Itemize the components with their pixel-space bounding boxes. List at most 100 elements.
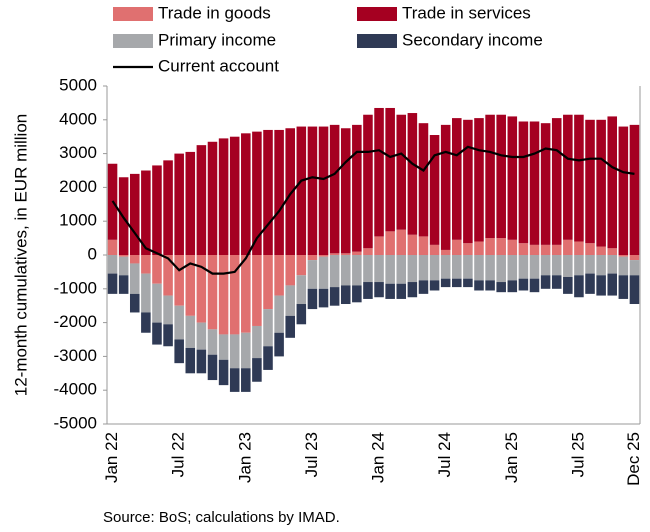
bar: [307, 288, 318, 310]
bar: [152, 322, 162, 345]
bar: [463, 278, 473, 288]
bar: [585, 119, 595, 244]
bar: [396, 283, 407, 299]
bar: [174, 153, 184, 255]
bar: [385, 283, 395, 299]
bar: [196, 255, 207, 323]
x-tick-label: Jul 25: [568, 432, 587, 477]
bar: [174, 255, 184, 306]
bar: [141, 273, 151, 313]
bar: [274, 295, 284, 333]
bar: [352, 124, 362, 252]
bar: [474, 118, 484, 242]
bar: [474, 241, 484, 255]
bar: [252, 325, 262, 359]
bar: [141, 255, 151, 274]
bar: [263, 309, 273, 347]
bar: [618, 255, 629, 257]
bar: [540, 255, 551, 276]
bar: [352, 285, 362, 303]
bar: [185, 315, 196, 348]
bar: [374, 255, 384, 283]
bar: [252, 255, 262, 326]
bar: [574, 275, 584, 298]
bar: [263, 255, 273, 310]
y-tick-label: 5000: [59, 75, 97, 94]
legend-label: Current account: [158, 56, 279, 75]
bar: [152, 283, 162, 323]
bar: [285, 315, 295, 338]
y-tick-label: -1000: [54, 278, 97, 297]
x-tick-label: Jul 24: [435, 432, 454, 477]
bar: [418, 123, 429, 237]
bar: [229, 255, 240, 335]
bar: [518, 121, 529, 244]
bar: [252, 358, 262, 382]
bar: [452, 118, 462, 240]
bar: [540, 123, 551, 245]
bar: [518, 255, 529, 279]
bar: [396, 114, 407, 230]
legend-swatch: [357, 34, 397, 48]
bar: [107, 273, 118, 294]
bar: [518, 243, 529, 255]
bar: [329, 255, 340, 288]
bar: [241, 332, 251, 369]
bar: [563, 276, 573, 294]
bar: [596, 275, 606, 296]
bar: [574, 114, 584, 242]
bar: [285, 285, 295, 316]
bar: [540, 275, 551, 289]
bar: [307, 126, 318, 255]
x-tick-label: Jan 22: [102, 432, 121, 483]
bar: [551, 244, 562, 255]
bar: [241, 368, 251, 392]
bar: [574, 241, 584, 255]
x-tick-label: Jul 23: [302, 432, 321, 477]
bar: [218, 255, 229, 335]
bar: [418, 255, 429, 281]
bar: [141, 170, 151, 255]
bar: [241, 133, 251, 255]
bar: [252, 131, 262, 255]
bar: [196, 349, 207, 374]
bar: [185, 255, 196, 316]
y-tick-label: 4000: [59, 109, 97, 128]
legend-swatch: [113, 7, 153, 21]
bar: [485, 255, 495, 281]
bar: [407, 234, 418, 255]
bar: [496, 114, 506, 239]
y-tick-label: -4000: [54, 380, 97, 399]
bar: [207, 141, 218, 255]
bar: [363, 248, 373, 255]
bar: [107, 239, 118, 255]
bar: [474, 280, 484, 291]
bar: [196, 322, 207, 350]
x-tick-label: Jul 22: [169, 432, 188, 477]
y-tick-label: 1000: [59, 211, 97, 230]
bar: [307, 260, 318, 289]
bar: [452, 278, 462, 288]
bar: [429, 135, 440, 245]
bar: [374, 282, 384, 298]
bar: [163, 255, 173, 296]
legend-swatch: [357, 7, 397, 21]
bar: [107, 255, 118, 274]
bar: [596, 255, 606, 276]
bar: [229, 136, 240, 255]
bar: [407, 255, 418, 283]
bar: [396, 255, 407, 284]
bar: [618, 126, 629, 255]
bar: [474, 255, 484, 281]
bar: [152, 165, 162, 255]
bar: [274, 332, 284, 357]
line: [111, 145, 635, 275]
bar: [229, 368, 240, 392]
bar: [118, 275, 129, 294]
bar: [129, 293, 140, 313]
bar: [329, 253, 340, 255]
bar: [363, 255, 373, 283]
bar: [440, 124, 451, 250]
bar: [540, 244, 551, 255]
